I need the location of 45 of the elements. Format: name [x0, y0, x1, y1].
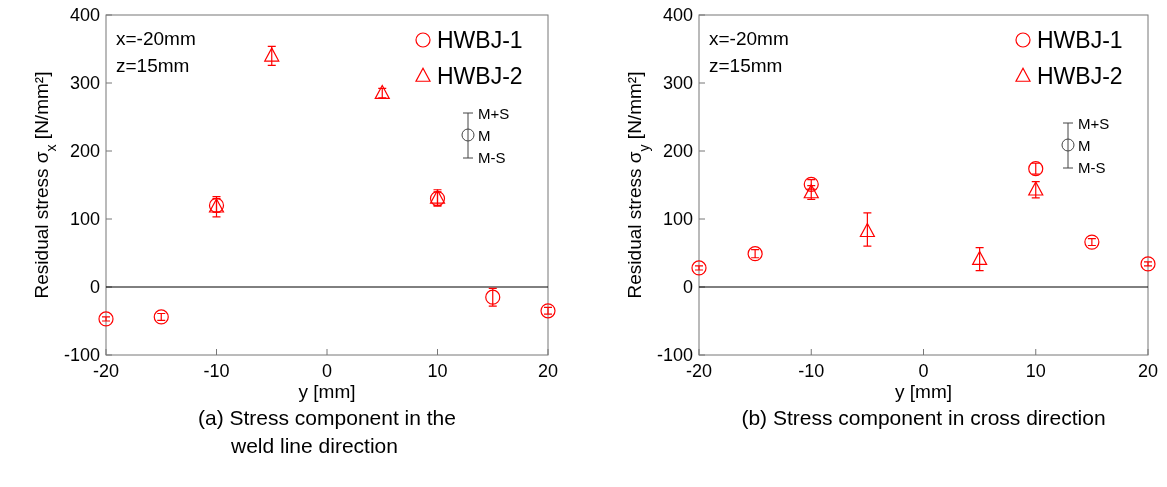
annotation: M — [1078, 137, 1091, 154]
x-tick-label: 10 — [1025, 361, 1046, 381]
y-tick-label: 300 — [662, 73, 693, 93]
legend-label: HWBJ-1 — [437, 27, 523, 53]
y-tick-label: 300 — [69, 73, 100, 93]
y-tick-label: 100 — [662, 209, 693, 229]
point — [1140, 256, 1156, 272]
legend-label: HWBJ-2 — [1037, 63, 1123, 89]
annotation: M+S — [1078, 115, 1110, 132]
annotation: M — [478, 127, 491, 144]
annotation: x=-20mm — [116, 28, 196, 49]
x-tick-label: 0 — [321, 361, 333, 381]
x-tick-label: 20 — [1137, 361, 1159, 381]
point — [859, 222, 875, 238]
x-tick-label: 10 — [427, 361, 448, 381]
annotation: M-S — [1078, 159, 1106, 176]
text: (b) Stress component in cross direction — [741, 406, 1106, 429]
point — [98, 311, 114, 327]
point — [264, 47, 280, 62]
point — [540, 303, 556, 319]
x-axis-title: y [mm] — [895, 381, 952, 402]
x-tick-label: -10 — [798, 361, 825, 381]
y-tick-label: 200 — [662, 141, 693, 161]
annotation: M+S — [478, 105, 510, 122]
x-tick-label: 20 — [537, 361, 559, 381]
y-tick-label: 0 — [89, 277, 100, 297]
y-tick-label: 100 — [69, 209, 100, 229]
annotation: z=15mm — [116, 55, 190, 76]
y-tick-label: 0 — [682, 277, 693, 297]
y-tick-label: 200 — [69, 141, 100, 161]
point — [691, 260, 707, 276]
legend-label: HWBJ-2 — [437, 63, 523, 89]
annotation: x=-20mm — [709, 28, 789, 49]
legend-label: HWBJ-1 — [1037, 27, 1123, 53]
y-tick-label: 400 — [662, 5, 693, 25]
x-tick-label: -10 — [203, 361, 230, 381]
point — [153, 309, 169, 325]
x-axis-title: y [mm] — [298, 381, 356, 402]
annotation: z=15mm — [709, 55, 783, 76]
x-tick-label: 0 — [918, 361, 929, 381]
y-tick-label: 400 — [69, 5, 100, 25]
annotation: M-S — [478, 149, 506, 166]
point — [972, 250, 988, 265]
point — [1084, 234, 1100, 250]
text: (a) Stress component in the weld line direction — [198, 406, 456, 457]
